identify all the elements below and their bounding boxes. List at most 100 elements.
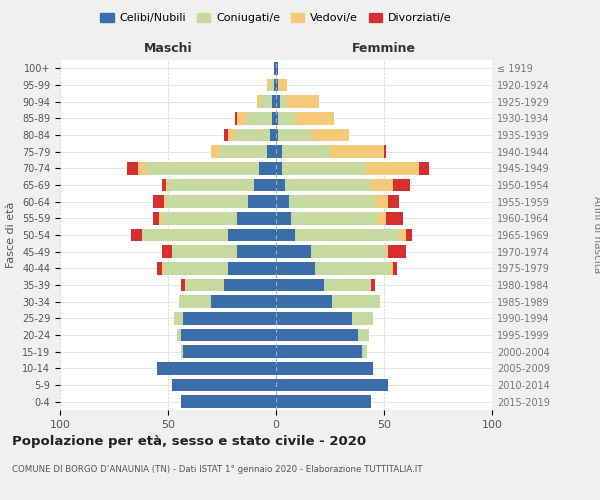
Bar bbox=[166, 196, 248, 208]
Bar bbox=[276, 396, 371, 408]
Bar bbox=[274, 62, 276, 74]
Bar bbox=[283, 162, 365, 174]
Bar bbox=[284, 179, 371, 192]
Bar bbox=[283, 146, 330, 158]
Bar bbox=[289, 196, 376, 208]
Bar bbox=[142, 229, 229, 241]
Bar bbox=[419, 162, 430, 174]
Bar bbox=[211, 146, 220, 158]
Text: Anni di nascita: Anni di nascita bbox=[592, 196, 600, 274]
Bar bbox=[172, 246, 237, 258]
Bar bbox=[259, 162, 276, 174]
Bar bbox=[272, 96, 276, 108]
Bar bbox=[311, 246, 386, 258]
Bar bbox=[164, 196, 166, 208]
Text: Maschi: Maschi bbox=[143, 42, 193, 55]
Bar bbox=[278, 79, 287, 92]
Bar bbox=[280, 96, 287, 108]
Bar bbox=[276, 62, 278, 74]
Bar bbox=[388, 196, 399, 208]
Bar bbox=[181, 329, 276, 341]
Bar bbox=[127, 162, 138, 174]
Bar bbox=[276, 96, 280, 108]
Bar bbox=[161, 262, 164, 274]
Bar bbox=[287, 96, 319, 108]
Bar bbox=[272, 112, 276, 124]
Bar bbox=[131, 229, 142, 241]
Bar bbox=[160, 212, 161, 224]
Bar bbox=[261, 96, 272, 108]
Bar bbox=[278, 129, 311, 141]
Bar bbox=[330, 146, 384, 158]
Bar bbox=[211, 296, 276, 308]
Bar bbox=[276, 296, 332, 308]
Bar bbox=[276, 229, 295, 241]
Bar bbox=[388, 246, 406, 258]
Bar bbox=[276, 129, 278, 141]
Bar bbox=[161, 179, 166, 192]
Bar bbox=[406, 229, 412, 241]
Bar bbox=[295, 112, 334, 124]
Bar bbox=[386, 212, 403, 224]
Bar bbox=[235, 129, 269, 141]
Bar bbox=[295, 229, 399, 241]
Bar bbox=[276, 362, 373, 374]
Bar bbox=[246, 112, 272, 124]
Bar bbox=[276, 262, 315, 274]
Bar bbox=[276, 162, 283, 174]
Bar bbox=[183, 312, 276, 324]
Bar bbox=[181, 346, 183, 358]
Bar bbox=[229, 262, 276, 274]
Bar bbox=[166, 179, 168, 192]
Bar bbox=[185, 279, 224, 291]
Bar bbox=[315, 262, 391, 274]
Bar bbox=[311, 129, 349, 141]
Bar bbox=[157, 262, 161, 274]
Bar bbox=[257, 96, 261, 108]
Bar bbox=[235, 112, 237, 124]
Bar bbox=[276, 379, 388, 391]
Bar bbox=[371, 179, 392, 192]
Bar bbox=[276, 196, 289, 208]
Bar bbox=[254, 179, 276, 192]
Bar bbox=[153, 196, 164, 208]
Bar bbox=[323, 279, 371, 291]
Bar bbox=[276, 246, 311, 258]
Bar bbox=[276, 79, 278, 92]
Bar bbox=[161, 246, 172, 258]
Bar bbox=[276, 346, 362, 358]
Bar bbox=[175, 312, 183, 324]
Text: Popolazione per età, sesso e stato civile - 2020: Popolazione per età, sesso e stato civil… bbox=[12, 435, 366, 448]
Bar bbox=[168, 179, 254, 192]
Bar bbox=[269, 129, 276, 141]
Y-axis label: Fasce di età: Fasce di età bbox=[7, 202, 16, 268]
Bar bbox=[176, 329, 181, 341]
Bar bbox=[146, 162, 259, 174]
Bar bbox=[276, 329, 358, 341]
Bar bbox=[386, 246, 388, 258]
Bar bbox=[268, 79, 269, 92]
Bar bbox=[229, 229, 276, 241]
Text: COMUNE DI BORGO D’ANAUNIA (TN) - Dati ISTAT 1° gennaio 2020 - Elaborazione TUTTI: COMUNE DI BORGO D’ANAUNIA (TN) - Dati IS… bbox=[12, 465, 422, 474]
Bar bbox=[153, 212, 160, 224]
Bar bbox=[392, 179, 410, 192]
Bar bbox=[276, 279, 323, 291]
Bar bbox=[268, 146, 276, 158]
Bar bbox=[291, 212, 377, 224]
Bar bbox=[229, 129, 235, 141]
Bar bbox=[278, 112, 295, 124]
Bar bbox=[276, 146, 283, 158]
Bar bbox=[391, 262, 392, 274]
Bar bbox=[352, 312, 373, 324]
Bar bbox=[220, 146, 268, 158]
Bar bbox=[276, 112, 278, 124]
Bar bbox=[224, 279, 276, 291]
Bar bbox=[332, 296, 380, 308]
Bar bbox=[237, 112, 246, 124]
Bar bbox=[358, 329, 369, 341]
Bar bbox=[237, 246, 276, 258]
Bar bbox=[371, 279, 376, 291]
Bar bbox=[161, 212, 237, 224]
Bar bbox=[274, 79, 276, 92]
Bar bbox=[399, 229, 406, 241]
